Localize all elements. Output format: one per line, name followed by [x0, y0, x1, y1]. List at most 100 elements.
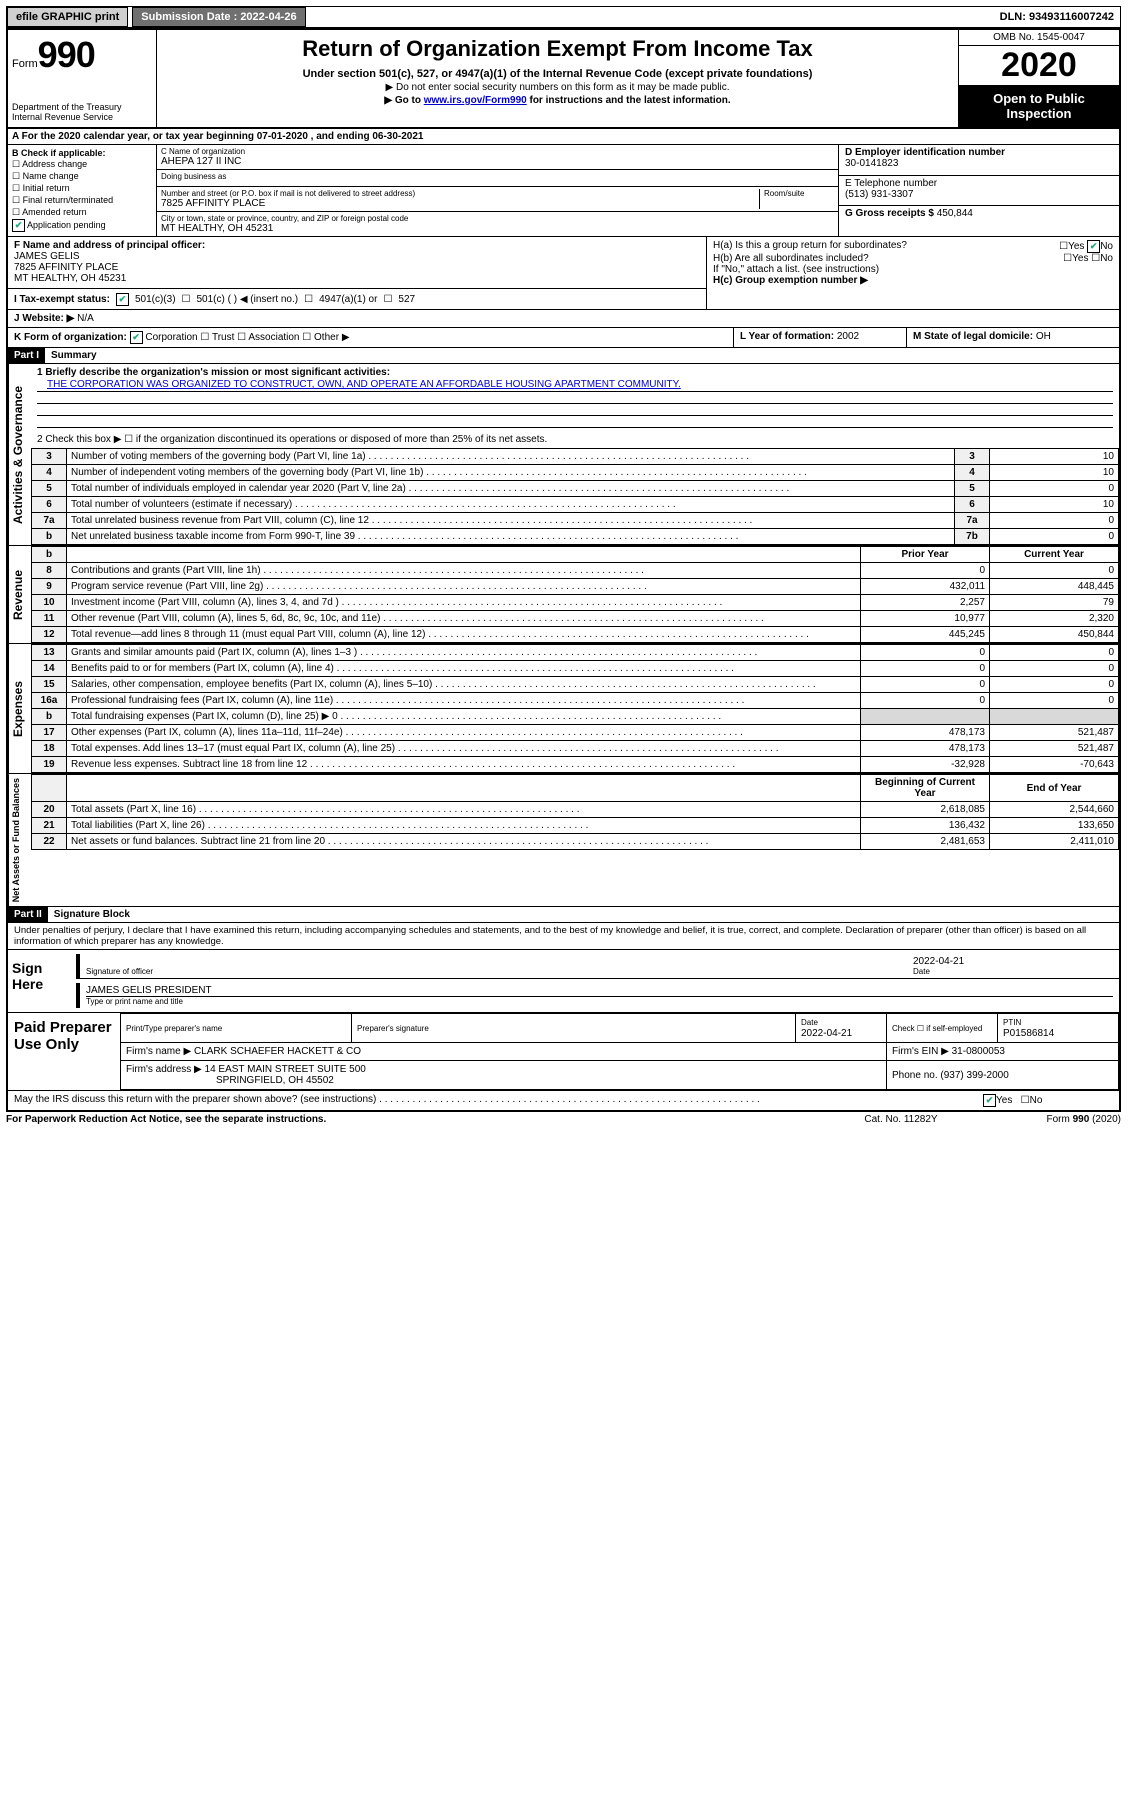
discuss-row: May the IRS discuss this return with the…	[8, 1090, 1119, 1110]
cb-final-return[interactable]: ☐ Final return/terminated	[12, 195, 152, 206]
officer-name: JAMES GELIS	[14, 251, 700, 262]
sign-here-block: Sign Here Signature of officer 2022-04-2…	[8, 950, 1119, 1012]
perjury-declaration: Under penalties of perjury, I declare th…	[8, 923, 1119, 950]
cb-name-change[interactable]: ☐ Name change	[12, 171, 152, 182]
part1-header-row: Part I Summary	[8, 348, 1119, 364]
expenses-section: Expenses 13Grants and similar amounts pa…	[8, 644, 1119, 774]
ptin-value: P01586814	[1003, 1028, 1054, 1039]
city-value: MT HEALTHY, OH 45231	[161, 223, 834, 234]
f-label: F Name and address of principal officer:	[14, 240, 700, 251]
sign-here-label: Sign Here	[8, 950, 76, 1012]
org-name-label: C Name of organization	[161, 147, 834, 156]
ein-row: D Employer identification number 30-0141…	[839, 145, 1119, 176]
form-title: Return of Organization Exempt From Incom…	[163, 36, 952, 62]
m-state: M State of legal domicile: OH	[907, 328, 1119, 347]
page-footer: For Paperwork Reduction Act Notice, see …	[6, 1112, 1121, 1127]
open-to-public: Open to Public Inspection	[959, 85, 1119, 127]
org-name: AHEPA 127 II INC	[161, 156, 834, 167]
col-h: H(a) Is this a group return for subordin…	[707, 237, 1119, 309]
header-right: OMB No. 1545-0047 2020 Open to Public In…	[958, 30, 1119, 127]
q1-value-link[interactable]: THE CORPORATION WAS ORGANIZED TO CONSTRU…	[47, 379, 681, 390]
col-d-ein-phone: D Employer identification number 30-0141…	[839, 145, 1119, 236]
l-label: L Year of formation:	[740, 331, 834, 342]
preparer-table: Print/Type preparer's name Preparer's si…	[120, 1013, 1119, 1090]
dept-treasury: Department of the Treasury Internal Reve…	[12, 102, 152, 122]
firm-name: CLARK SCHAEFER HACKETT & CO	[194, 1046, 361, 1057]
part1-body: Activities & Governance 1 Briefly descri…	[8, 364, 1119, 546]
cb-application-pending[interactable]: ✔ Application pending	[12, 219, 152, 232]
ha-label: H(a) Is this a group return for subordin…	[713, 240, 1059, 253]
phone-row: E Telephone number (513) 931-3307	[839, 176, 1119, 207]
firm-city: SPRINGFIELD, OH 45502	[126, 1075, 334, 1086]
cat-no: Cat. No. 11282Y	[821, 1114, 981, 1125]
j-value: N/A	[77, 313, 94, 324]
addr-label: Number and street (or P.O. box if mail i…	[161, 189, 755, 198]
q1: 1 Briefly describe the organization's mi…	[31, 364, 1119, 431]
q1-label: 1 Briefly describe the organization's mi…	[37, 367, 1113, 378]
firm-ein: 31-0800053	[952, 1046, 1005, 1057]
ein-value: 30-0141823	[845, 158, 1113, 169]
phone-value2: (937) 399-2000	[940, 1070, 1008, 1081]
col-c-org-info: C Name of organization AHEPA 127 II INC …	[157, 145, 839, 236]
discuss-label: May the IRS discuss this return with the…	[14, 1094, 983, 1107]
col-end: End of Year	[990, 775, 1119, 802]
firm-addr-label: Firm's address ▶	[126, 1064, 202, 1075]
instruction-2: ▶ Go to www.irs.gov/Form990 for instruct…	[163, 95, 952, 106]
m-label: M State of legal domicile:	[913, 331, 1033, 342]
cb-corporation[interactable]: ✔	[130, 331, 143, 344]
col-current-year: Current Year	[990, 547, 1119, 563]
officer-addr2: MT HEALTHY, OH 45231	[14, 273, 700, 284]
firm-name-label: Firm's name ▶	[126, 1046, 191, 1057]
firm-ein-label: Firm's EIN ▶	[892, 1046, 949, 1057]
cb-amended-return[interactable]: ☐ Amended return	[12, 207, 152, 218]
col-prior-year: Prior Year	[861, 547, 990, 563]
cb-ha-no[interactable]: ✔	[1087, 240, 1100, 253]
row-klm: K Form of organization: ✔ Corporation ☐ …	[8, 328, 1119, 348]
part1-badge: Part I	[8, 348, 45, 363]
col-beginning: Beginning of Current Year	[861, 775, 990, 802]
firm-addr: 14 EAST MAIN STREET SUITE 500	[205, 1064, 366, 1075]
submission-date: Submission Date : 2022-04-26	[132, 7, 305, 27]
i-label: I Tax-exempt status:	[14, 294, 110, 305]
row-a-tax-year: A For the 2020 calendar year, or tax yea…	[8, 129, 1119, 145]
dba-row: Doing business as	[157, 170, 838, 187]
ein-label: D Employer identification number	[845, 147, 1113, 158]
phone-label: E Telephone number	[845, 178, 1113, 189]
part2-title: Signature Block	[48, 907, 136, 922]
gross-value: 450,844	[937, 208, 973, 219]
cb-discuss-yes[interactable]: ✔	[983, 1094, 996, 1107]
gross-row: G Gross receipts $ 450,844	[839, 206, 1119, 236]
i-tax-exempt: I Tax-exempt status: ✔501(c)(3) ☐501(c) …	[14, 293, 700, 306]
prep-self-employed[interactable]: Check ☐ if self-employed	[887, 1014, 998, 1043]
org-name-row: C Name of organization AHEPA 127 II INC	[157, 145, 838, 170]
officer-name-label: Type or print name and title	[86, 997, 1113, 1006]
hb-label: H(b) Are all subordinates included?	[713, 253, 1063, 264]
vtab-netassets: Net Assets or Fund Balances	[8, 774, 31, 906]
cb-address-change[interactable]: ☐ Address change	[12, 159, 152, 170]
gross-label: G Gross receipts $	[845, 208, 934, 219]
addr-row: Number and street (or P.O. box if mail i…	[157, 187, 838, 212]
revenue-section: Revenue b Prior Year Current Year 8Contr…	[8, 546, 1119, 644]
efile-badge: efile GRAPHIC print	[7, 7, 128, 27]
prep-date: 2022-04-21	[801, 1028, 852, 1039]
ptin-label: PTIN	[1003, 1018, 1021, 1027]
l-value: 2002	[837, 331, 859, 342]
b-label: B Check if applicable:	[12, 148, 152, 158]
irs-link[interactable]: www.irs.gov/Form990	[424, 95, 527, 106]
vtab-governance: Activities & Governance	[8, 364, 31, 545]
officer-name-title: JAMES GELIS PRESIDENT	[86, 985, 1113, 997]
instr2-pre: ▶ Go to	[384, 95, 423, 106]
sig-date-label: Date	[913, 967, 1113, 976]
col-b-checkboxes: B Check if applicable: ☐ Address change …	[8, 145, 157, 236]
addr-value: 7825 AFFINITY PLACE	[161, 198, 755, 209]
cb-501c3[interactable]: ✔	[116, 293, 129, 306]
prep-name-label: Print/Type preparer's name	[126, 1024, 222, 1033]
row-j-website: J Website: ▶ N/A	[8, 310, 1119, 328]
room-label: Room/suite	[764, 189, 834, 198]
cb-initial-return[interactable]: ☐ Initial return	[12, 183, 152, 194]
k-label: K Form of organization:	[14, 332, 127, 343]
revenue-table: b Prior Year Current Year 8Contributions…	[31, 546, 1119, 643]
omb-number: OMB No. 1545-0047	[959, 30, 1119, 46]
vtab-revenue: Revenue	[8, 546, 31, 643]
k-form-org: K Form of organization: ✔ Corporation ☐ …	[8, 328, 734, 347]
